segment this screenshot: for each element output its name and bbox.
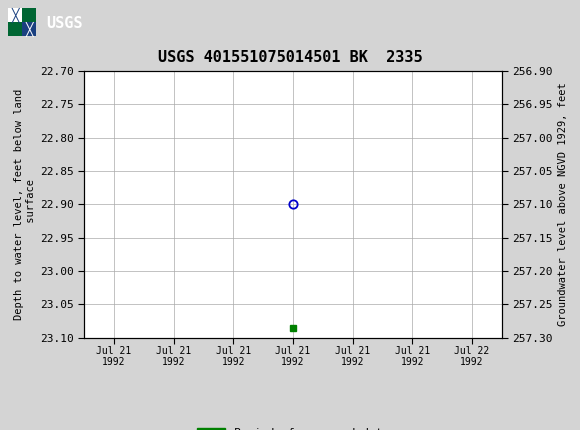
Y-axis label: Groundwater level above NGVD 1929, feet: Groundwater level above NGVD 1929, feet	[558, 83, 568, 326]
Bar	[22, 22, 36, 36]
Text: ╳: ╳	[26, 22, 32, 37]
Text: USGS 401551075014501 BK  2335: USGS 401551075014501 BK 2335	[158, 49, 422, 64]
Bar	[8, 22, 22, 36]
Text: USGS: USGS	[46, 15, 82, 31]
Legend: Period of approved data: Period of approved data	[193, 423, 393, 430]
Bar	[22, 8, 36, 22]
Y-axis label: Depth to water level, feet below land
 surface: Depth to water level, feet below land su…	[14, 89, 36, 320]
Bar	[8, 8, 22, 22]
Text: ╳: ╳	[11, 7, 19, 23]
